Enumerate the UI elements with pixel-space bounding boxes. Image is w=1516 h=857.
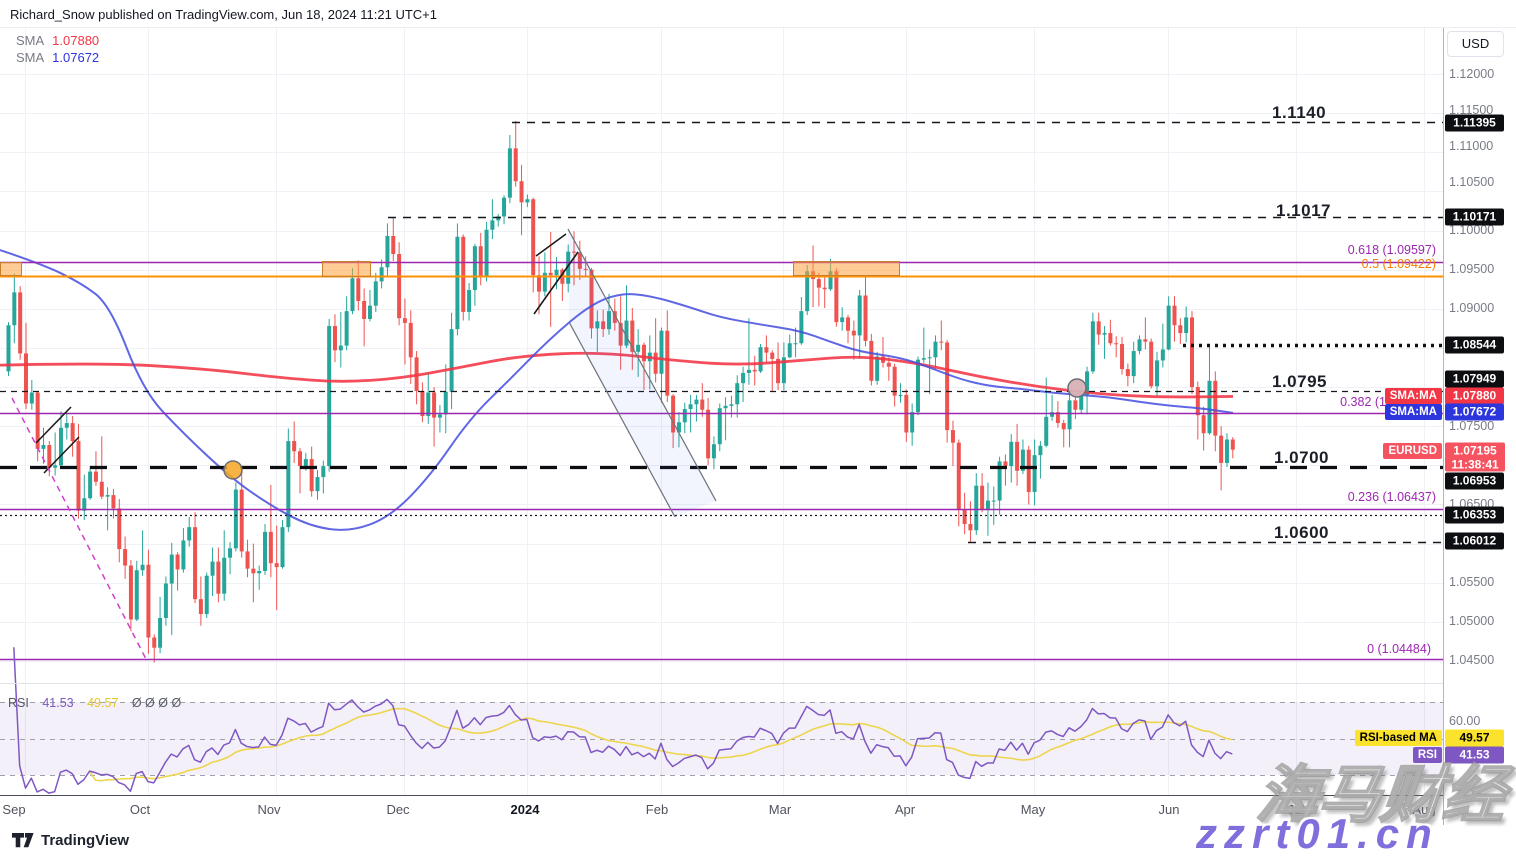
time-label-2024: 2024 bbox=[510, 802, 540, 817]
rsi-hidden-inputs-icon: Ø Ø Ø Ø bbox=[131, 696, 182, 710]
rsi-value: 41.53 bbox=[42, 696, 74, 710]
series-name-badge-SMA:MA: SMA:MA bbox=[1384, 404, 1442, 420]
price-badge-1.06012: 1.06012 bbox=[1445, 532, 1504, 550]
price-tick-1.09000: 1.09000 bbox=[1449, 301, 1495, 315]
time-label-Mar: Mar bbox=[768, 802, 792, 817]
price-badge-1.07949: 1.07949 bbox=[1445, 370, 1504, 388]
time-label-Nov: Nov bbox=[257, 802, 281, 817]
chart-canvas[interactable] bbox=[0, 28, 1443, 801]
price-tick-1.09500: 1.09500 bbox=[1449, 262, 1495, 276]
level-label-1.1017: 1.1017 bbox=[1276, 201, 1331, 220]
time-label-Sep: Sep bbox=[2, 802, 26, 817]
tradingview-logo[interactable]: TradingView bbox=[12, 832, 129, 849]
price-badge-1.07672: 1.07672 bbox=[1445, 403, 1504, 421]
time-axis[interactable]: Sep Oct Nov Dec 2024 Feb Mar Apr May Jun Jul Aug bbox=[0, 796, 1443, 825]
price-badge-1.10171: 1.10171 bbox=[1445, 208, 1504, 226]
time-label-May: May bbox=[1020, 802, 1046, 817]
rsi-legend-label: RSI bbox=[8, 696, 29, 710]
legend-sma-label: SMA bbox=[16, 50, 45, 65]
legend-row-sma-1[interactable]: SMA 1.07880 bbox=[16, 33, 99, 50]
price-tick-1.05000: 1.05000 bbox=[1449, 614, 1495, 628]
publish-header: Richard_Snow published on TradingView.co… bbox=[0, 0, 1516, 28]
fib-label-0: 0 (1.04484) bbox=[1367, 642, 1431, 656]
rsi-ma-value: 49.57 bbox=[87, 696, 119, 710]
last-price-badge: 1.07195 11:38:41 bbox=[1445, 442, 1505, 472]
price-tick-1.11500: 1.11500 bbox=[1449, 103, 1494, 117]
rsi-value-badge-49.57: 49.57 bbox=[1445, 729, 1504, 747]
price-badge-1.08544: 1.08544 bbox=[1445, 336, 1504, 354]
bar-countdown: 11:38:41 bbox=[1451, 457, 1499, 472]
price-tick-1.04500: 1.04500 bbox=[1449, 653, 1495, 667]
rsi-name-badge-RSI: RSI bbox=[1412, 747, 1442, 763]
time-label-Aug: Aug bbox=[1412, 802, 1436, 817]
publish-title: Richard_Snow published on TradingView.co… bbox=[10, 7, 437, 22]
currency-toggle-button[interactable]: USD bbox=[1447, 31, 1504, 57]
tradingview-logo-icon bbox=[12, 833, 34, 848]
legend-sma-label: SMA bbox=[16, 33, 45, 48]
rsi-name-badge-RSI-based MA: RSI-based MA bbox=[1354, 730, 1442, 746]
price-tick-1.10500: 1.10500 bbox=[1449, 175, 1495, 189]
legend-sma-value: 1.07880 bbox=[52, 33, 100, 48]
level-label-1.1140: 1.1140 bbox=[1272, 103, 1327, 122]
rsi-legend[interactable]: RSI 41.53 49.57 Ø Ø Ø Ø bbox=[8, 696, 191, 710]
fib-label-0.618: 0.618 (1.09597) bbox=[1347, 243, 1436, 257]
level-label-1.0700: 1.0700 bbox=[1274, 448, 1329, 467]
tradingview-logo-text: TradingView bbox=[41, 832, 130, 849]
series-name-badge-SMA:MA: SMA:MA bbox=[1384, 388, 1442, 404]
series-name-badge-EURUSD: EURUSD bbox=[1383, 443, 1442, 459]
footer: TradingView bbox=[0, 825, 1516, 857]
fib-label-0.382: 0.382 (1 bbox=[1340, 395, 1386, 409]
price-badge-1.06353: 1.06353 bbox=[1445, 506, 1504, 524]
legend-row-sma-2[interactable]: SMA 1.07672 bbox=[16, 50, 99, 67]
time-label-Jun: Jun bbox=[1158, 802, 1180, 817]
price-badge-1.07880: 1.07880 bbox=[1445, 387, 1504, 405]
time-label-Dec: Dec bbox=[386, 802, 410, 817]
level-label-1.0795: 1.0795 bbox=[1272, 372, 1327, 391]
fib-label-0.236: 0.236 (1.06437) bbox=[1347, 490, 1436, 504]
price-badge-1.06953: 1.06953 bbox=[1445, 472, 1504, 490]
level-label-1.0600: 1.0600 bbox=[1274, 523, 1329, 542]
time-label-Feb: Feb bbox=[645, 802, 669, 817]
fib-label-0.5: 0.5 (1.09422) bbox=[1361, 257, 1436, 271]
price-tick-1.10000: 1.10000 bbox=[1449, 223, 1495, 237]
time-label-Oct: Oct bbox=[129, 802, 151, 817]
last-price-value: 1.07195 bbox=[1453, 443, 1497, 458]
rsi-tick-60.00: 60.00 bbox=[1449, 714, 1481, 728]
legend-sma-value: 1.07672 bbox=[52, 50, 100, 65]
time-label-Apr: Apr bbox=[894, 802, 916, 817]
time-label-Jul: Jul bbox=[1287, 802, 1305, 817]
price-tick-1.05500: 1.05500 bbox=[1449, 575, 1495, 589]
indicator-legend: SMA 1.07880 SMA 1.07672 bbox=[16, 33, 99, 67]
price-badge-1.11395: 1.11395 bbox=[1445, 114, 1504, 132]
price-tick-1.07500: 1.07500 bbox=[1449, 419, 1495, 433]
price-axis-border bbox=[1443, 28, 1444, 825]
price-tick-1.11000: 1.11000 bbox=[1449, 139, 1494, 153]
rsi-value-badge-41.53: 41.53 bbox=[1445, 746, 1504, 764]
price-tick-1.12000: 1.12000 bbox=[1449, 67, 1495, 81]
